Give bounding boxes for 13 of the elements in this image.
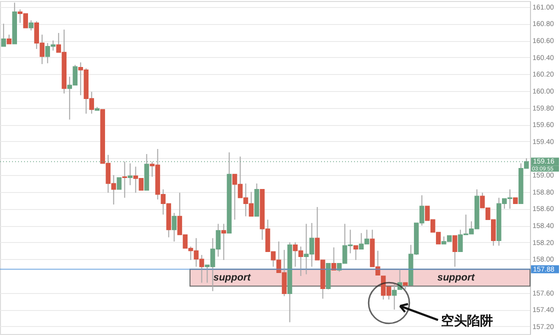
candlestick: [392, 284, 397, 310]
band-label: support: [213, 272, 252, 284]
candlestick: [28, 20, 34, 31]
annotation: 空头陷阱: [441, 313, 493, 329]
annotation: support: [437, 272, 476, 284]
candlestick: [122, 161, 128, 198]
candlestick: [452, 235, 458, 268]
candlestick: [221, 223, 226, 260]
candlestick: [172, 212, 177, 242]
candlestick: [6, 34, 12, 44]
candlestick: [353, 245, 358, 260]
candlestick: [1, 23, 6, 47]
candlestick: [116, 177, 122, 190]
